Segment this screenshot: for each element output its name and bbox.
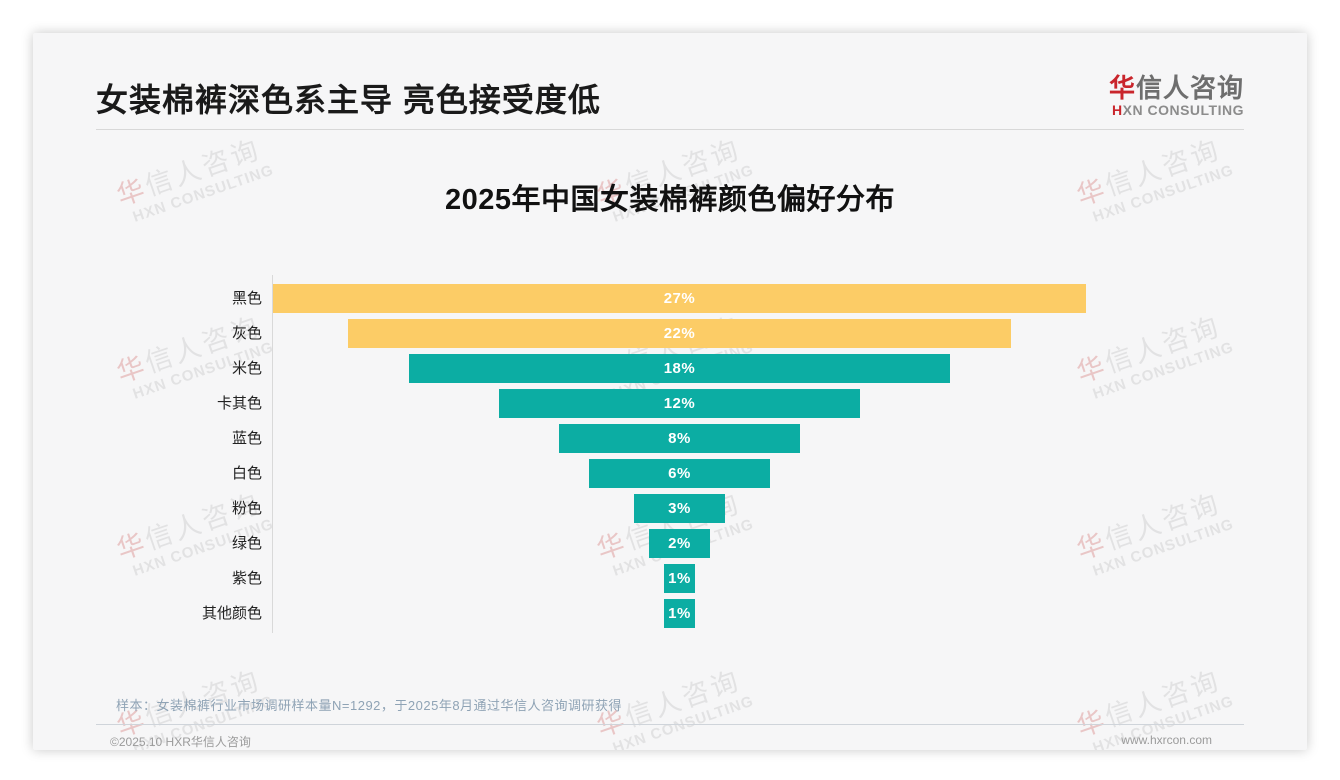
- header: 女装棉裤深色系主导 亮色接受度低 华信人咨询 HXN CONSULTING: [96, 33, 1244, 118]
- funnel-bar: 12%: [498, 388, 861, 418]
- category-label: 灰色: [231, 324, 262, 342]
- funnel-row: 粉色 3%: [96, 491, 1244, 526]
- report-card: 华信人咨询 HXN CONSULTING 华信人咨询 HXN CONSULTING 华信…: [33, 33, 1307, 750]
- logo-chinese-name: 华信人咨询: [1108, 73, 1244, 103]
- y-axis-line: [272, 274, 273, 633]
- bar-value-label: 22%: [663, 324, 696, 342]
- bar-value-label: 3%: [668, 499, 691, 517]
- funnel-row: 其他颜色 1%: [96, 596, 1244, 631]
- funnel-bar: 27%: [273, 283, 1086, 313]
- funnel-row: 米色 18%: [96, 351, 1244, 386]
- category-label: 白色: [231, 464, 262, 482]
- funnel-bar: 22%: [348, 318, 1011, 348]
- bar-value-label: 1%: [668, 569, 691, 587]
- funnel-row: 黑色 27%: [96, 281, 1244, 316]
- funnel-rows: 黑色 27% 灰色 22% 米色 18% 卡其色 12% 蓝色 8% 白色 6% 粉色 3% 绿色 2% 紫色 1…: [96, 281, 1244, 631]
- page-title: 女装棉裤深色系主导 亮色接受度低: [96, 81, 601, 118]
- funnel-row: 卡其色 12%: [96, 386, 1244, 421]
- funnel-row: 灰色 22%: [96, 316, 1244, 351]
- funnel-bar: 2%: [649, 528, 710, 558]
- bar-value-label: 18%: [663, 359, 696, 377]
- funnel-chart: 黑色 27% 灰色 22% 米色 18% 卡其色 12% 蓝色 8% 白色 6% 粉色 3% 绿色 2% 紫色 1…: [96, 274, 1244, 633]
- category-label: 绿色: [231, 534, 262, 552]
- bar-value-label: 8%: [668, 429, 691, 447]
- website-url: www.hxrcon.com: [1121, 732, 1212, 747]
- chart-title: 2025年中国女装棉裤颜色偏好分布: [444, 183, 895, 216]
- funnel-bar: 18%: [408, 353, 951, 383]
- bar-value-label: 2%: [668, 534, 691, 552]
- funnel-row: 白色 6%: [96, 456, 1244, 491]
- funnel-bar: 8%: [559, 423, 800, 453]
- funnel-row: 蓝色 8%: [96, 421, 1244, 456]
- sample-note: 样本：女装棉裤行业市场调研样本量N=1292，于2025年8月通过华信人咨询调研…: [116, 697, 623, 713]
- bar-value-label: 27%: [663, 289, 696, 307]
- category-label: 紫色: [231, 569, 262, 587]
- category-label: 粉色: [231, 499, 262, 517]
- bar-value-label: 12%: [663, 394, 696, 412]
- copyright-text: ©2025.10 HXR华信人咨询: [110, 734, 251, 749]
- funnel-bar: 1%: [664, 598, 695, 628]
- category-label: 蓝色: [231, 429, 262, 447]
- funnel-row: 紫色 1%: [96, 561, 1244, 596]
- funnel-bar: 6%: [589, 458, 770, 488]
- company-logo: 华信人咨询 HXN CONSULTING: [1108, 73, 1244, 119]
- header-divider: [96, 128, 1244, 130]
- footer: ©2025.10 HXR华信人咨询 www.hxrcon.com: [96, 725, 1244, 750]
- category-label: 卡其色: [216, 394, 262, 412]
- bar-value-label: 1%: [668, 604, 691, 622]
- funnel-bar: 1%: [664, 563, 695, 593]
- category-label: 米色: [231, 359, 262, 377]
- logo-english-name: HXN CONSULTING: [1112, 102, 1244, 119]
- category-label: 其他颜色: [201, 604, 262, 622]
- bar-value-label: 6%: [668, 464, 691, 482]
- footer-divider: [96, 723, 1244, 725]
- funnel-bar: 3%: [634, 493, 725, 523]
- category-label: 黑色: [231, 289, 262, 307]
- funnel-row: 绿色 2%: [96, 526, 1244, 561]
